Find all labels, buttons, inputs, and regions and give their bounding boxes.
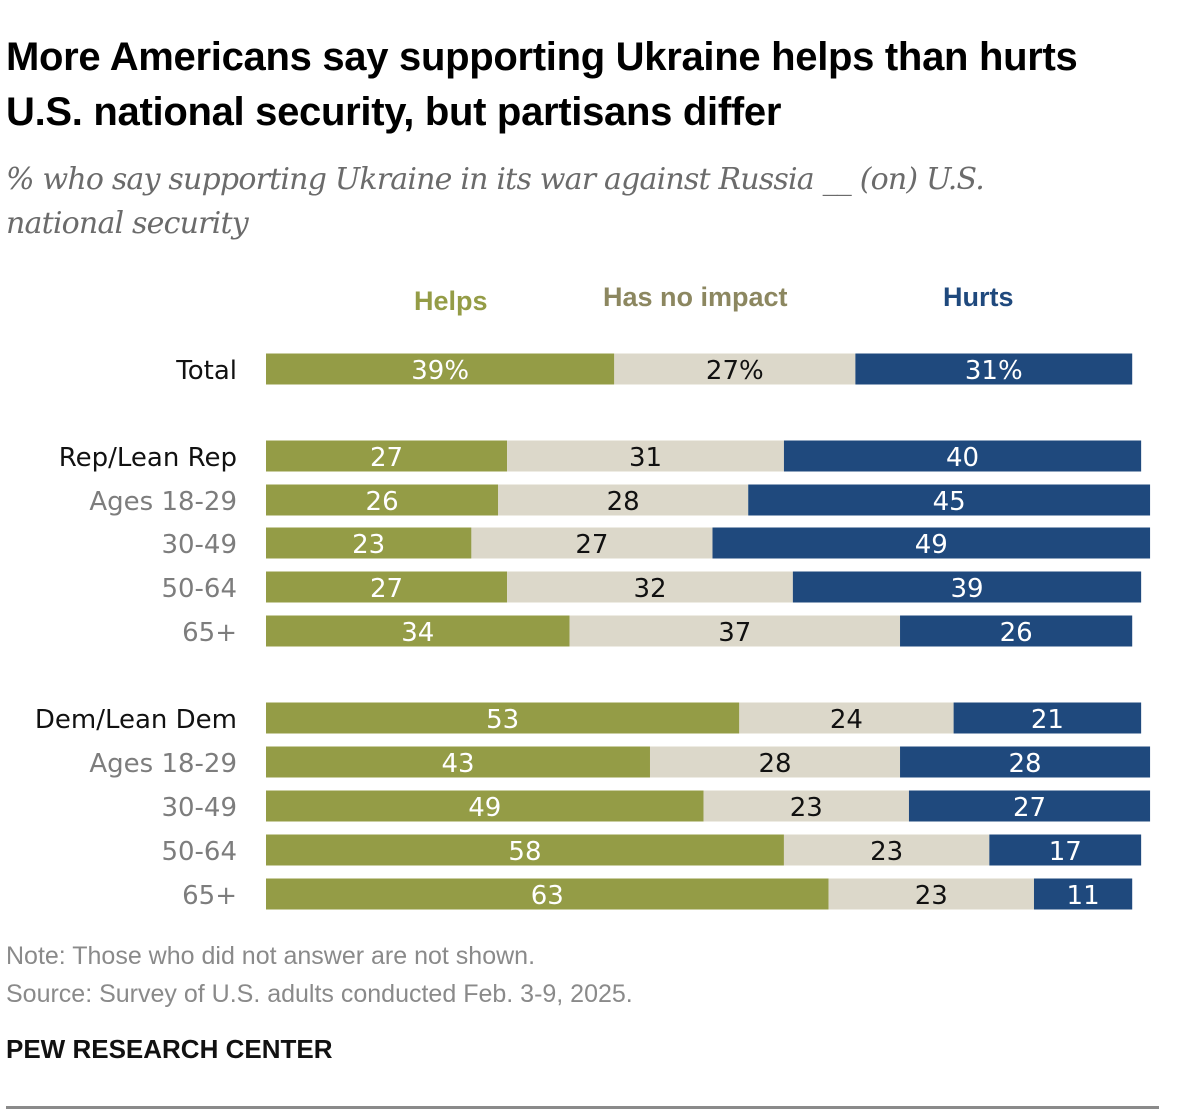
data-label-no-impact: 23 [790, 793, 823, 823]
category-label: Ages 18-29 [89, 749, 237, 779]
bar-hurts [783, 440, 1142, 472]
bar-no-impact [739, 702, 954, 734]
bottom-divider [6, 1106, 1159, 1109]
bar-no-impact [783, 834, 990, 866]
bar-helps [266, 790, 704, 822]
data-label-hurts: 28 [1009, 749, 1042, 779]
data-label-no-impact: 28 [607, 487, 640, 517]
bar-helps [266, 702, 740, 734]
bar-no-impact [703, 790, 909, 822]
category-label: 30-49 [161, 793, 237, 823]
data-label-helps: 34 [401, 618, 434, 648]
bar-no-impact [614, 353, 856, 385]
bar-no-impact [649, 746, 901, 778]
source-text: Source: Survey of U.S. adults conducted … [6, 980, 633, 1008]
data-label-hurts: 26 [1000, 618, 1033, 648]
bar-no-impact [498, 484, 749, 516]
category-label: 50-64 [161, 574, 237, 604]
data-label-helps: 49 [468, 793, 501, 823]
category-label: 65+ [182, 618, 237, 648]
data-label-helps: 39% [411, 356, 469, 386]
bar-no-impact [507, 440, 784, 472]
bar-helps [266, 878, 829, 910]
bar-hurts [908, 790, 1151, 822]
data-label-no-impact: 32 [633, 574, 666, 604]
bar-hurts [792, 571, 1142, 603]
bar-helps [266, 746, 650, 778]
bar-helps [266, 353, 615, 385]
data-label-hurts: 17 [1049, 837, 1082, 867]
data-label-no-impact: 24 [830, 705, 863, 735]
category-label: 50-64 [161, 837, 237, 867]
bar-helps [266, 615, 570, 647]
data-label-hurts: 27 [1013, 793, 1046, 823]
category-label: Rep/Lean Rep [59, 443, 237, 473]
data-label-hurts: 39 [950, 574, 983, 604]
data-label-no-impact: 28 [758, 749, 791, 779]
bar-hurts [748, 484, 1151, 516]
bar-hurts [855, 353, 1133, 385]
data-label-no-impact: 37 [718, 618, 751, 648]
data-label-no-impact: 27% [706, 356, 764, 386]
legend-helps: Helps [414, 286, 488, 316]
bar-no-impact [507, 571, 793, 603]
data-label-no-impact: 23 [870, 837, 903, 867]
chart-title: More Americans say supporting Ukraine he… [6, 35, 1078, 134]
chart-subtitle: % who say supporting Ukraine in its war … [6, 162, 985, 241]
data-label-no-impact: 23 [915, 881, 948, 911]
data-label-helps: 53 [486, 705, 519, 735]
category-label: 30-49 [161, 530, 237, 560]
data-label-hurts: 11 [1067, 881, 1100, 911]
data-label-hurts: 49 [915, 530, 948, 560]
bar-hurts [953, 702, 1142, 734]
category-label: Ages 18-29 [89, 487, 237, 517]
data-label-no-impact: 31 [629, 443, 662, 473]
data-label-helps: 43 [441, 749, 474, 779]
bar-helps [266, 571, 508, 603]
bar-helps [266, 440, 508, 472]
category-label: Total [175, 356, 237, 386]
bar-no-impact [828, 878, 1034, 910]
data-label-hurts: 21 [1031, 705, 1064, 735]
data-label-no-impact: 27 [575, 530, 608, 560]
bar-helps [266, 834, 784, 866]
bar-helps [266, 484, 499, 516]
data-label-hurts: 31% [965, 356, 1023, 386]
bar-hurts [900, 746, 1151, 778]
bar-helps [266, 527, 472, 559]
data-label-helps: 58 [508, 837, 541, 867]
bar-no-impact [569, 615, 901, 647]
legend-hurts: Hurts [943, 282, 1014, 312]
data-label-helps: 26 [366, 487, 399, 517]
bar-no-impact [471, 527, 713, 559]
stacked-bar-chart: Total 39% 27% 31% Rep/Lean Rep 27 31 40 Ages 18-… [35, 353, 1151, 911]
brand-logo-text: PEW RESEARCH CENTER [6, 1034, 333, 1064]
category-label: 65+ [182, 881, 237, 911]
data-label-helps: 27 [370, 574, 403, 604]
bar-hurts [1033, 878, 1133, 910]
data-label-hurts: 45 [933, 487, 966, 517]
bar-hurts [712, 527, 1151, 559]
data-label-helps: 23 [352, 530, 385, 560]
data-label-hurts: 40 [946, 443, 979, 473]
data-label-helps: 27 [370, 443, 403, 473]
legend-no-impact: Has no impact [603, 282, 788, 312]
bar-hurts [900, 615, 1133, 647]
data-label-helps: 63 [531, 881, 564, 911]
bar-hurts [989, 834, 1142, 866]
category-label: Dem/Lean Dem [35, 705, 237, 735]
note-text: Note: Those who did not answer are not s… [6, 942, 536, 970]
